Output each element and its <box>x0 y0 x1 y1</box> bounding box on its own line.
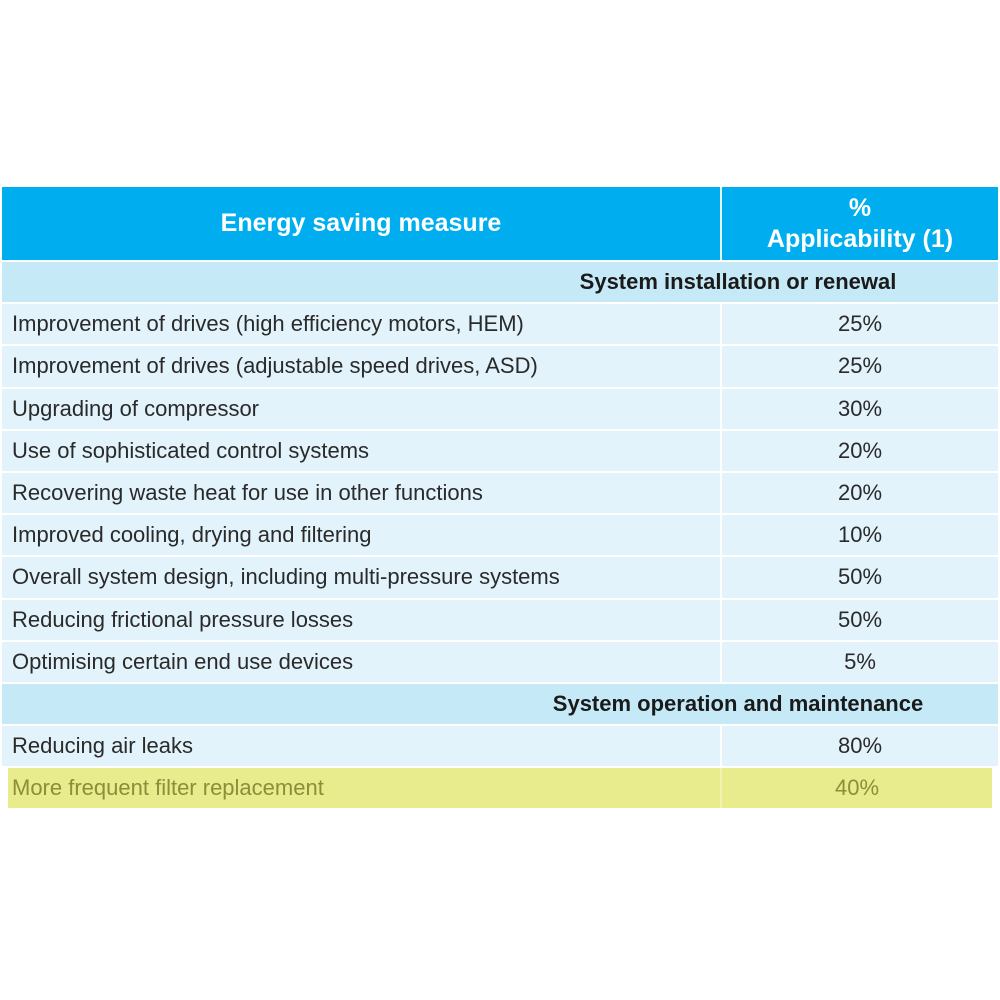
table-row-highlighted: More frequent filter replacement 40% <box>8 768 992 811</box>
table-row: Use of sophisticated control systems 20% <box>2 430 998 473</box>
header-applicability: % Applicability (1) <box>722 187 998 260</box>
applicability-cell: 5% <box>844 648 876 674</box>
table-row: Improvement of drives (high efficiency m… <box>2 304 998 347</box>
applicability-cell: 25% <box>837 353 883 379</box>
table-row: Improved cooling, drying and filtering 10… <box>2 515 998 558</box>
applicability-cell: 20% <box>837 437 883 463</box>
applicability-cell: 40% <box>834 775 880 801</box>
measure-cell: Upgrading of compressor <box>2 388 722 429</box>
measure-cell: More frequent filter replacement <box>8 768 722 809</box>
applicability-cell: 30% <box>837 395 883 421</box>
applicability-cell: 80% <box>837 733 883 759</box>
table-header: Energy saving measure % Applicability (1… <box>2 187 998 262</box>
section-header: System operation and maintenance <box>2 683 998 727</box>
measure-cell: Improvement of drives (adjustable speed … <box>2 346 722 387</box>
energy-saving-table: Energy saving measure % Applicability (1… <box>2 187 998 811</box>
table-row: Reducing air leaks 80% <box>2 726 998 769</box>
measure-cell: Overall system design, including multi-p… <box>2 557 722 598</box>
table-row: Reducing frictional pressure losses 50% <box>2 599 998 642</box>
measure-cell: Optimising certain end use devices <box>2 641 722 682</box>
section-title: System installation or renewal <box>579 269 897 295</box>
measure-cell: Improved cooling, drying and filtering <box>2 515 722 556</box>
table-row: Overall system design, including multi-p… <box>2 557 998 600</box>
section-title: System operation and maintenance <box>552 690 924 716</box>
header-measure: Energy saving measure <box>2 187 722 260</box>
measure-cell: Reducing air leaks <box>2 726 722 767</box>
header-applicability-line1: % <box>848 193 872 222</box>
table-row: Improvement of drives (adjustable speed … <box>2 346 998 389</box>
applicability-cell: 50% <box>837 564 883 590</box>
applicability-cell: 50% <box>837 606 883 632</box>
measure-cell: Improvement of drives (high efficiency m… <box>2 304 722 345</box>
section-header: System installation or renewal <box>2 262 998 305</box>
measure-cell: Recovering waste heat for use in other f… <box>2 472 722 514</box>
table-row: Optimising certain end use devices 5% <box>2 641 998 684</box>
table-row: Upgrading of compressor 30% <box>2 388 998 431</box>
header-applicability-line2: Applicability (1) <box>766 224 954 253</box>
applicability-cell: 20% <box>837 480 883 506</box>
applicability-cell: 10% <box>837 522 883 548</box>
measure-cell: Reducing frictional pressure losses <box>2 599 722 640</box>
measure-cell: Use of sophisticated control systems <box>2 430 722 471</box>
table-row: Recovering waste heat for use in other f… <box>2 472 998 516</box>
applicability-cell: 25% <box>837 311 883 337</box>
